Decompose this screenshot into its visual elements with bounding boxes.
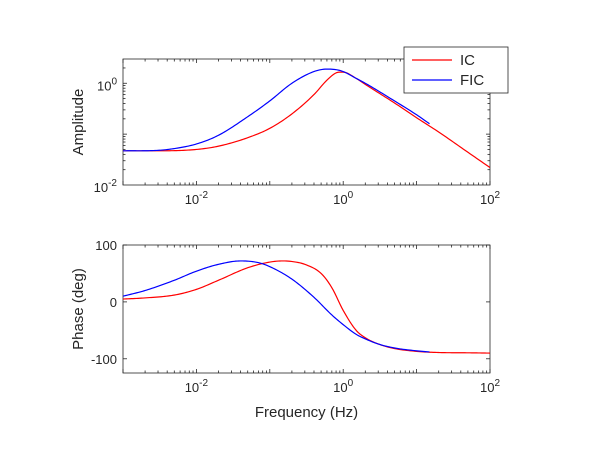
panel1-x-tick-label: 102 (480, 190, 500, 207)
panel2-x-tick-base: 10 (185, 380, 199, 395)
panel1-x-tick-base: 10 (333, 192, 347, 207)
panel2-axes-box (122, 244, 491, 374)
panel1-x-tick-exp: -2 (199, 190, 208, 201)
panel1-legend-label-fic: FIC (460, 72, 484, 89)
panel2-x-tick-exp: -2 (199, 378, 208, 389)
panel1-y-tick-base: 10 (97, 78, 111, 93)
panel1-y-tick-base: 10 (94, 180, 108, 195)
panel2-y-tick-label: 0 (110, 295, 117, 310)
panel1-y-axis-label: Amplitude (70, 89, 87, 156)
panel1-y-tick-exp: -2 (108, 178, 117, 189)
panel2-x-tick-base: 10 (480, 380, 494, 395)
panel1-x-tick-base: 10 (480, 192, 494, 207)
panel2-x-axis-label: Frequency (Hz) (255, 404, 358, 421)
panel2-x-tick-label: 102 (480, 378, 500, 395)
panel2-x-tick-label: 100 (333, 378, 353, 395)
panel2-series-ic (123, 260, 490, 354)
panel2-series-fic (123, 260, 430, 353)
panel1-series-ic (123, 71, 490, 169)
panel1-x-tick-exp: 0 (348, 190, 354, 201)
panel1-y-tick-exp: 0 (111, 76, 117, 87)
panel2-x-tick-label: 10-2 (185, 378, 209, 395)
panel1-y-tick-label: 100 (97, 76, 117, 93)
panel2-x-tick-base: 10 (333, 380, 347, 395)
panel1-x-tick-label: 10-2 (185, 190, 209, 207)
panel1-legend: IC FIC (403, 46, 509, 94)
panel1-series-fic (123, 68, 430, 152)
panel1-axes-box (122, 58, 491, 186)
panel2-y-tick-label: 100 (95, 238, 117, 253)
panel2-series-group (123, 260, 490, 354)
panel1-x-tick-base: 10 (185, 192, 199, 207)
panel2-x-tick-exp: 2 (494, 378, 500, 389)
panel1-series-group (123, 68, 490, 169)
panel2-y-tick-label: -100 (91, 352, 117, 367)
panel1-x-tick-label: 100 (333, 190, 353, 207)
panel2-y-axis-label: Phase (deg) (70, 268, 87, 350)
panel1-x-tick-exp: 2 (494, 190, 500, 201)
panel2-x-tick-exp: 0 (348, 378, 354, 389)
panel1-y-tick-label: 10-2 (94, 178, 118, 195)
panel1-legend-box (403, 46, 509, 94)
panel1-legend-label-ic: IC (460, 52, 475, 69)
